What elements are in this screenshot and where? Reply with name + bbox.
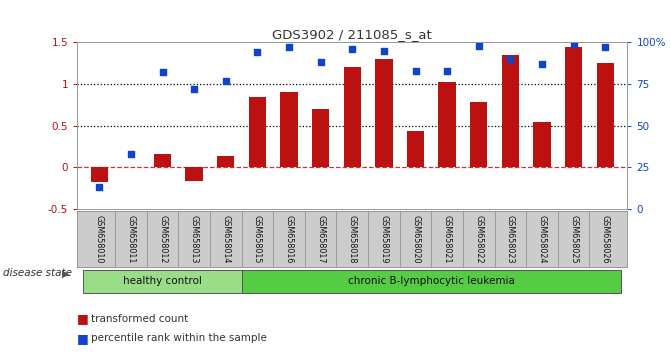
Point [157, 70, 168, 75]
Bar [83, 270, 242, 292]
Text: GSM658017: GSM658017 [316, 215, 325, 263]
Point [505, 56, 516, 62]
Point [125, 151, 136, 157]
Text: GSM658011: GSM658011 [126, 215, 136, 263]
Bar [344, 67, 361, 167]
Text: ■: ■ [77, 312, 89, 325]
Bar [407, 131, 424, 167]
Bar [217, 156, 234, 167]
Point [94, 184, 105, 190]
Point [537, 61, 548, 67]
Text: GSM658021: GSM658021 [443, 215, 452, 263]
Text: GSM658019: GSM658019 [379, 215, 389, 263]
Point [378, 48, 389, 54]
Point [600, 45, 611, 50]
Text: GSM658013: GSM658013 [190, 215, 199, 263]
Bar [249, 97, 266, 167]
Text: chronic B-lymphocytic leukemia: chronic B-lymphocytic leukemia [348, 276, 515, 286]
Text: GSM658016: GSM658016 [285, 215, 293, 263]
Bar [91, 167, 108, 182]
Bar [154, 154, 171, 167]
Text: GSM658015: GSM658015 [253, 215, 262, 263]
Bar [312, 109, 329, 167]
Bar [185, 167, 203, 181]
Text: transformed count: transformed count [91, 314, 188, 324]
Text: GSM658025: GSM658025 [569, 215, 578, 263]
Text: disease state: disease state [3, 268, 72, 279]
Point [410, 68, 421, 74]
Text: GSM658014: GSM658014 [221, 215, 230, 263]
Point [189, 86, 199, 92]
Title: GDS3902 / 211085_s_at: GDS3902 / 211085_s_at [272, 28, 432, 41]
Point [284, 45, 295, 50]
Point [442, 68, 452, 74]
Text: GSM658022: GSM658022 [474, 215, 483, 263]
Point [220, 78, 231, 84]
Point [252, 50, 263, 55]
Bar [533, 121, 551, 167]
Point [315, 59, 326, 65]
Bar [375, 59, 393, 167]
Text: percentile rank within the sample: percentile rank within the sample [91, 333, 266, 343]
Text: healthy control: healthy control [123, 276, 202, 286]
Bar [597, 63, 614, 167]
Point [347, 46, 358, 52]
Text: ■: ■ [77, 332, 89, 344]
Text: GSM658026: GSM658026 [601, 215, 610, 263]
Text: GSM658020: GSM658020 [411, 215, 420, 263]
Bar [502, 55, 519, 167]
Bar [565, 47, 582, 167]
Text: GSM658023: GSM658023 [506, 215, 515, 263]
Text: ▶: ▶ [62, 268, 70, 279]
Text: GSM658018: GSM658018 [348, 215, 357, 263]
Text: GSM658012: GSM658012 [158, 215, 167, 263]
Point [568, 41, 579, 47]
Bar [438, 81, 456, 167]
Bar [470, 102, 487, 167]
Point [474, 43, 484, 48]
Bar [280, 92, 298, 167]
Text: GSM658010: GSM658010 [95, 215, 104, 263]
Text: GSM658024: GSM658024 [537, 215, 546, 263]
Bar [242, 270, 621, 292]
